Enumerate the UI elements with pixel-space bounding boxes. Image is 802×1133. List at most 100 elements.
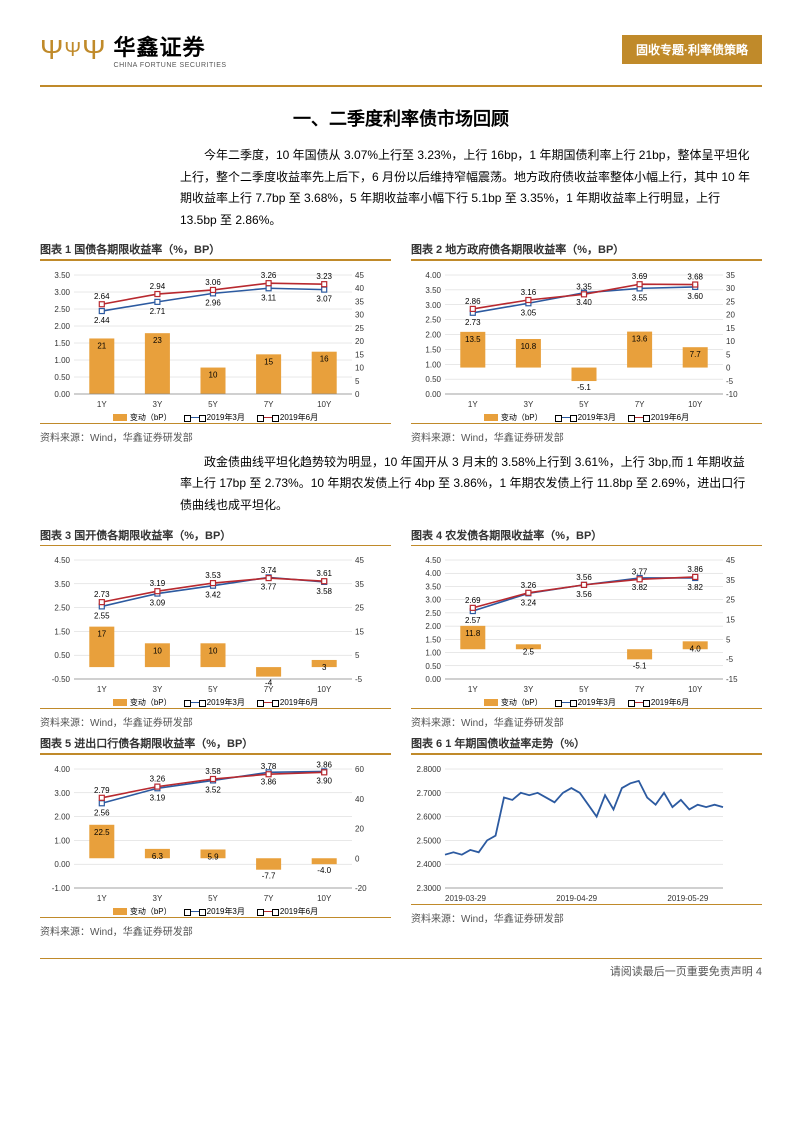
svg-text:3.90: 3.90 — [316, 776, 332, 785]
svg-text:1.50: 1.50 — [54, 628, 70, 637]
svg-text:-5: -5 — [726, 377, 734, 386]
svg-text:0.50: 0.50 — [425, 662, 441, 671]
svg-text:0.50: 0.50 — [425, 375, 441, 384]
svg-text:3.05: 3.05 — [521, 308, 537, 317]
c6-svg: 2.30002.40002.50002.60002.70002.80002019… — [411, 759, 751, 904]
svg-text:3.19: 3.19 — [150, 579, 166, 588]
svg-text:10: 10 — [209, 370, 218, 379]
svg-text:4.00: 4.00 — [54, 765, 70, 774]
paragraph-2: 政金债曲线平坦化趋势较为明显，10 年国开从 3 月末的 3.58%上行到 3.… — [180, 452, 754, 517]
svg-text:1.00: 1.00 — [425, 649, 441, 658]
svg-text:3.53: 3.53 — [205, 571, 221, 580]
svg-text:1.00: 1.00 — [54, 836, 70, 845]
svg-text:3Y: 3Y — [153, 894, 163, 903]
page-header: ΨΨΨ 华鑫证券 CHINA FORTUNE SECURITIES 固收专题·利… — [40, 30, 762, 69]
svg-text:1.50: 1.50 — [425, 345, 441, 354]
svg-text:20: 20 — [726, 311, 735, 320]
svg-text:40: 40 — [355, 284, 364, 293]
c6-plot: 2.30002.40002.50002.60002.70002.80002019… — [411, 759, 762, 904]
svg-text:11.8: 11.8 — [465, 629, 481, 638]
c2-svg: 0.000.501.001.502.002.503.003.504.00-10-… — [411, 265, 751, 410]
svg-text:10: 10 — [726, 337, 735, 346]
chart-row-1: 图表 1 国债各期限收益率（%，BP） 0.000.501.001.502.00… — [40, 241, 762, 444]
svg-text:25: 25 — [726, 596, 735, 605]
svg-text:3.26: 3.26 — [261, 271, 277, 280]
svg-text:5Y: 5Y — [208, 685, 218, 694]
c1-legend: 变动（bP） 2019年3月 2019年6月 — [40, 412, 391, 423]
svg-text:3.24: 3.24 — [521, 598, 537, 607]
svg-text:15: 15 — [726, 616, 735, 625]
c4-legend: 变动（bP） 2019年3月 2019年6月 — [411, 697, 762, 708]
svg-text:2.5000: 2.5000 — [417, 836, 442, 845]
svg-text:17: 17 — [97, 630, 106, 639]
svg-text:0: 0 — [726, 363, 731, 372]
svg-text:4.00: 4.00 — [425, 271, 441, 280]
svg-text:-5: -5 — [726, 655, 734, 664]
svg-text:3.60: 3.60 — [687, 292, 703, 301]
svg-text:0.00: 0.00 — [54, 390, 70, 399]
svg-text:3.42: 3.42 — [205, 591, 221, 600]
svg-text:2.69: 2.69 — [465, 596, 481, 605]
svg-text:-1.00: -1.00 — [52, 884, 71, 893]
svg-text:40: 40 — [355, 794, 364, 803]
svg-text:3.61: 3.61 — [316, 569, 332, 578]
svg-text:3.74: 3.74 — [261, 566, 277, 575]
svg-text:3.78: 3.78 — [261, 762, 277, 771]
svg-text:3.58: 3.58 — [316, 587, 332, 596]
svg-text:2019-03-29: 2019-03-29 — [445, 894, 486, 903]
svg-text:20: 20 — [355, 337, 364, 346]
svg-text:3.09: 3.09 — [150, 599, 166, 608]
svg-text:2.71: 2.71 — [150, 307, 166, 316]
svg-text:3.58: 3.58 — [205, 767, 221, 776]
svg-text:0: 0 — [355, 390, 360, 399]
svg-text:3.50: 3.50 — [425, 583, 441, 592]
svg-text:10Y: 10Y — [688, 685, 703, 694]
c1-svg: 0.000.501.001.502.002.503.003.5005101520… — [40, 265, 380, 410]
svg-text:30: 30 — [355, 311, 364, 320]
svg-text:23: 23 — [153, 336, 162, 345]
footer-disclaimer: 请阅读最后一页重要免责声明 4 — [40, 963, 762, 979]
svg-text:-20: -20 — [355, 884, 367, 893]
svg-text:5.9: 5.9 — [207, 852, 219, 861]
svg-text:3Y: 3Y — [153, 685, 163, 694]
svg-text:6.3: 6.3 — [152, 852, 164, 861]
svg-text:3.52: 3.52 — [205, 785, 221, 794]
svg-text:4.0: 4.0 — [690, 644, 702, 653]
svg-text:3: 3 — [322, 663, 327, 672]
svg-text:1.00: 1.00 — [54, 356, 70, 365]
svg-text:2.56: 2.56 — [94, 808, 110, 817]
header-tag: 固收专题·利率债策略 — [622, 35, 762, 64]
svg-text:-7.7: -7.7 — [262, 871, 276, 880]
svg-text:2.57: 2.57 — [465, 616, 481, 625]
svg-text:3.40: 3.40 — [576, 298, 592, 307]
svg-text:5Y: 5Y — [208, 400, 218, 409]
svg-text:3.50: 3.50 — [54, 271, 70, 280]
c5-title: 图表 5 进出口行债各期限收益率（%，BP） — [40, 735, 391, 751]
c2-title: 图表 2 地方政府债各期限收益率（%，BP） — [411, 241, 762, 257]
svg-text:2.79: 2.79 — [94, 785, 110, 794]
svg-text:-10: -10 — [726, 390, 738, 399]
c3-title: 图表 3 国开债各期限收益率（%，BP） — [40, 527, 391, 543]
svg-text:3.06: 3.06 — [205, 278, 221, 287]
svg-text:10Y: 10Y — [317, 685, 332, 694]
c2-legend: 变动（bP） 2019年3月 2019年6月 — [411, 412, 762, 423]
svg-text:0.00: 0.00 — [425, 390, 441, 399]
c6-source: 资料来源：Wind，华鑫证券研发部 — [411, 908, 762, 925]
svg-text:10Y: 10Y — [688, 400, 703, 409]
svg-text:-4.0: -4.0 — [317, 866, 331, 875]
svg-text:35: 35 — [726, 576, 735, 585]
svg-text:2.4000: 2.4000 — [417, 860, 442, 869]
svg-text:21: 21 — [97, 341, 106, 350]
svg-text:2.50: 2.50 — [425, 316, 441, 325]
svg-text:2.96: 2.96 — [205, 298, 221, 307]
svg-text:-5.1: -5.1 — [577, 383, 591, 392]
c1-title: 图表 1 国债各期限收益率（%，BP） — [40, 241, 391, 257]
svg-text:7Y: 7Y — [264, 894, 274, 903]
svg-text:-15: -15 — [726, 675, 738, 684]
svg-text:45: 45 — [355, 271, 364, 280]
svg-text:1Y: 1Y — [97, 400, 107, 409]
svg-text:2.94: 2.94 — [150, 282, 166, 291]
svg-text:25: 25 — [355, 604, 364, 613]
svg-text:2.44: 2.44 — [94, 316, 110, 325]
svg-text:7Y: 7Y — [635, 685, 645, 694]
